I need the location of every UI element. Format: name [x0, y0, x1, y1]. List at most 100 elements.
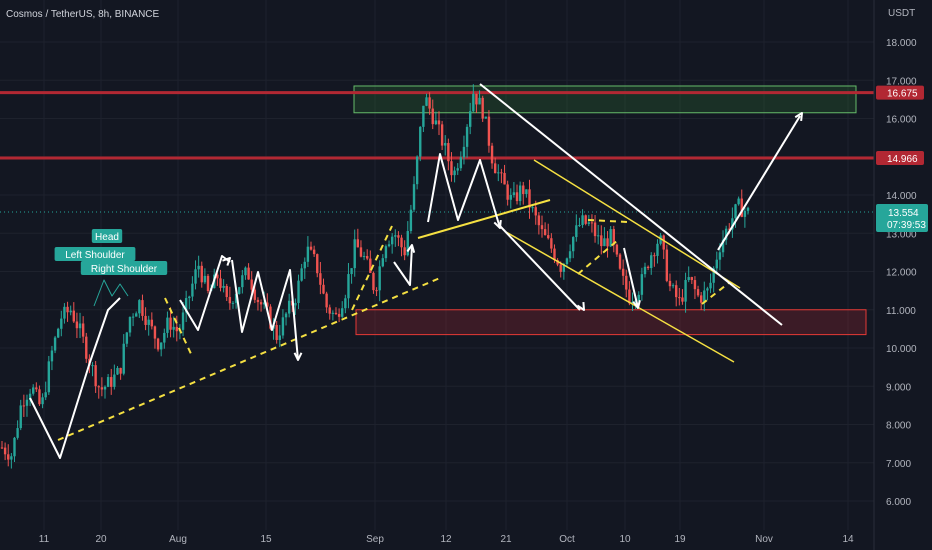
candle-body	[675, 285, 678, 298]
candle-body	[94, 365, 97, 387]
candle-body	[159, 342, 163, 350]
countdown-label: 07:39:53	[887, 220, 926, 231]
symbol-title: Cosmos / TetherUS, 8h, BINANCE	[6, 9, 160, 20]
candle-body	[746, 207, 750, 211]
candle-body	[509, 194, 512, 200]
candle-body	[181, 312, 185, 330]
candle-body	[365, 256, 369, 259]
candle-body	[453, 170, 456, 176]
candle-body	[681, 297, 684, 302]
candle-body	[244, 267, 247, 276]
x-tick-label: 20	[95, 534, 107, 545]
candle-body	[568, 251, 572, 259]
candle-body	[309, 246, 313, 250]
candle-body	[219, 278, 222, 288]
price-level-label: 16.675	[887, 89, 918, 100]
candle-body	[740, 198, 743, 217]
candle-body	[603, 238, 606, 247]
candle-body	[122, 343, 125, 374]
arrow-head	[493, 219, 502, 229]
candle-body	[116, 367, 119, 375]
x-tick-label: 19	[674, 534, 686, 545]
breakdown-line	[623, 247, 639, 309]
candle-body	[490, 145, 494, 164]
candle-body	[294, 303, 297, 306]
breakdown-line	[499, 225, 581, 311]
candle-body	[518, 185, 522, 202]
candle-body	[559, 264, 562, 272]
candle-body	[609, 229, 612, 247]
pattern-label: Head	[95, 232, 119, 243]
candle-body	[687, 277, 690, 281]
candle-body	[63, 306, 66, 319]
candle-body	[91, 365, 94, 367]
candle-body	[262, 302, 266, 305]
candle-body	[484, 116, 488, 119]
candle-body	[525, 189, 528, 195]
candle-body	[53, 337, 57, 351]
candle-body	[587, 222, 591, 224]
candle-body	[3, 447, 7, 455]
candle-body	[38, 389, 41, 405]
candle-body	[462, 146, 466, 158]
candle-body	[419, 126, 422, 157]
candle-body	[497, 172, 500, 174]
price-level-label: 14.966	[887, 154, 918, 165]
candle-body	[706, 288, 709, 291]
candle-body	[16, 428, 19, 438]
arrow-head	[632, 299, 641, 309]
candle-body	[319, 273, 322, 285]
candle-body	[575, 225, 578, 238]
y-tick-label: 10.000	[886, 344, 917, 355]
arrow-head	[406, 244, 416, 253]
candle-body	[724, 228, 728, 240]
candle-body	[100, 387, 104, 390]
candle-body	[128, 317, 132, 333]
descending-channel-top	[533, 159, 741, 289]
candle-body	[684, 280, 687, 302]
candle-body	[721, 239, 725, 253]
candle-body	[228, 297, 232, 304]
candle-body	[222, 285, 225, 288]
candles-layer	[0, 84, 750, 469]
pattern-label: Left Shoulder	[65, 250, 125, 261]
candle-body	[618, 254, 622, 269]
candle-body	[25, 399, 29, 406]
candle-body	[359, 247, 363, 257]
candle-body	[437, 120, 441, 125]
descending-resistance-line	[479, 83, 783, 326]
candle-body	[409, 209, 413, 232]
candle-body	[743, 210, 747, 217]
candle-body	[10, 456, 13, 460]
candle-body	[97, 386, 100, 388]
candle-body	[390, 236, 394, 245]
y-tick-label: 6.000	[886, 497, 911, 508]
time-axis[interactable]: 11 20 Aug 15 Sep 12 21 Oct 10 19 Nov 14	[39, 534, 854, 545]
candle-body	[184, 298, 188, 313]
candle-body	[506, 184, 509, 200]
candle-body	[60, 318, 63, 329]
price-level-tag	[876, 85, 924, 100]
candle-body	[7, 454, 10, 460]
candle-body	[188, 296, 191, 299]
channel-dashed-line	[701, 281, 731, 305]
candle-body	[250, 279, 253, 290]
candle-body	[269, 306, 272, 329]
arrow-head	[293, 352, 303, 361]
candle-body	[425, 97, 428, 106]
candle-body	[659, 235, 662, 244]
candle-body	[590, 222, 594, 224]
candle-body	[131, 316, 135, 318]
candle-body	[547, 235, 550, 239]
candle-body	[337, 313, 341, 317]
candle-body	[628, 289, 631, 304]
y-tick-label: 12.000	[886, 268, 917, 279]
zigzag-sep	[393, 244, 413, 286]
price-level-tag	[876, 151, 924, 166]
candle-body	[731, 218, 734, 230]
candle-body	[394, 235, 397, 237]
y-tick-label: 13.000	[886, 229, 917, 240]
zigzag-left	[29, 297, 121, 459]
